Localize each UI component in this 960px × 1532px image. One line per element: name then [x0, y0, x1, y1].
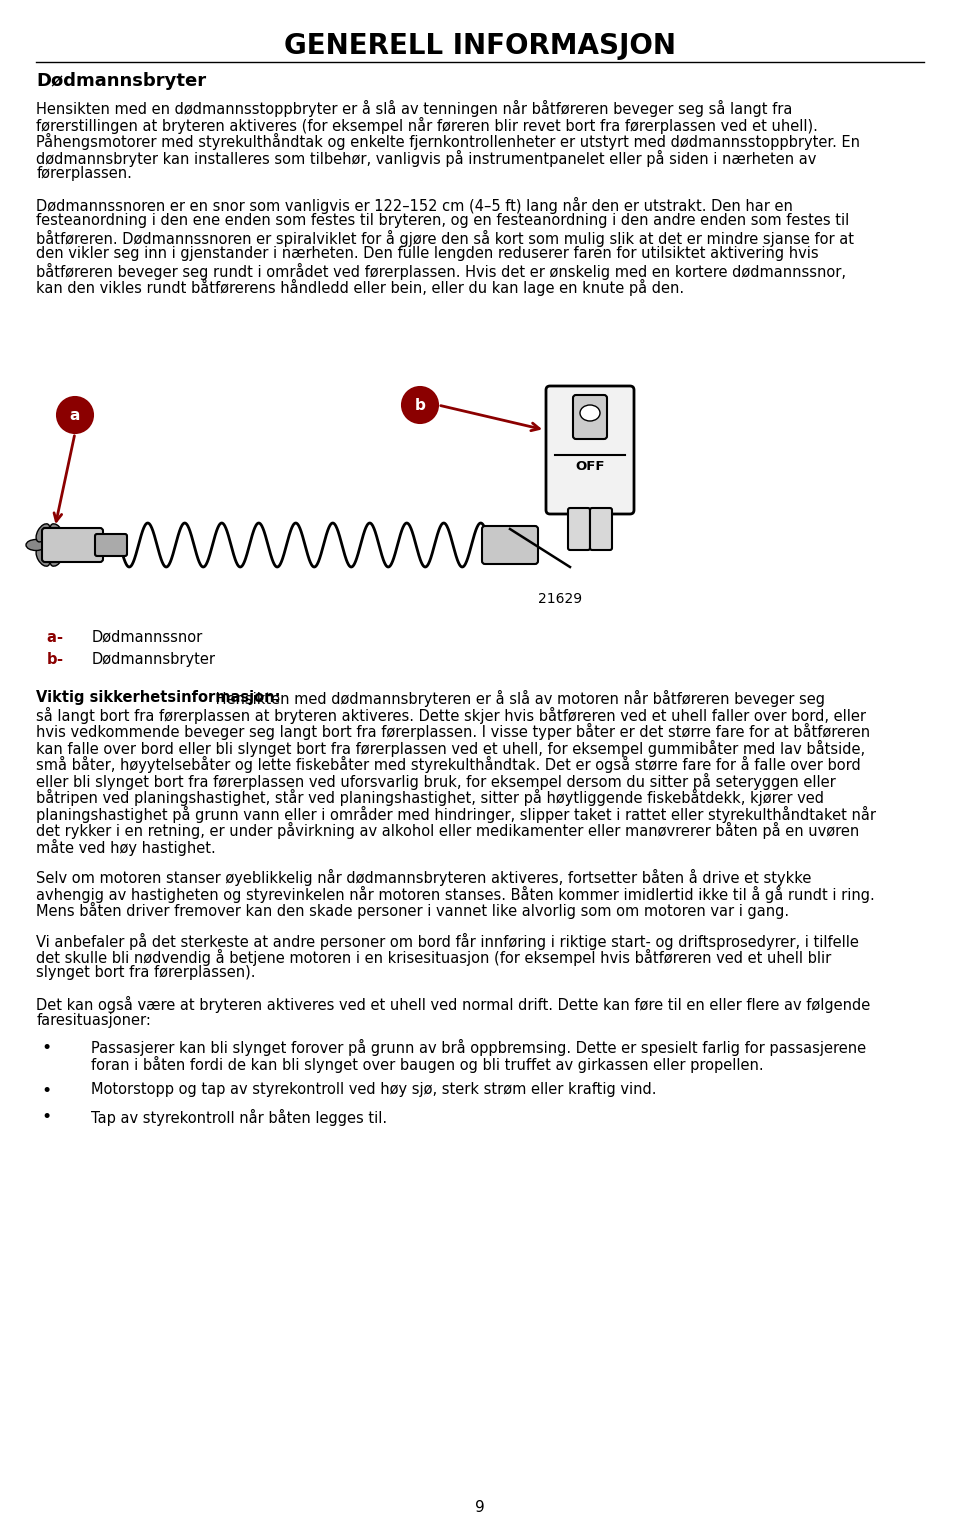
Text: dødmannsbryter kan installeres som tilbehør, vanligvis på instrumentpanelet elle: dødmannsbryter kan installeres som tilbe… — [36, 150, 817, 167]
Text: det rykker i en retning, er under påvirkning av alkohol eller medikamenter eller: det rykker i en retning, er under påvirk… — [36, 823, 860, 840]
FancyBboxPatch shape — [573, 395, 607, 440]
Text: a: a — [46, 630, 57, 645]
Text: Motorstopp og tap av styrekontroll ved høy sjø, sterk strøm eller kraftig vind.: Motorstopp og tap av styrekontroll ved h… — [91, 1082, 657, 1097]
Text: små båter, høyytelsebåter og lette fiskebåter med styrekulthåndtak. Det er også : små båter, høyytelsebåter og lette fiske… — [36, 755, 861, 774]
Text: b: b — [46, 653, 57, 666]
Text: planingshastighet på grunn vann eller i områder med hindringer, slipper taket i : planingshastighet på grunn vann eller i … — [36, 806, 876, 823]
Text: hvis vedkommende beveger seg langt bort fra førerplassen. I visse typer båter er: hvis vedkommende beveger seg langt bort … — [36, 723, 871, 740]
Text: RUN: RUN — [574, 421, 606, 435]
Text: den vikler seg inn i gjenstander i nærheten. Den fulle lengden reduserer faren f: den vikler seg inn i gjenstander i nærhe… — [36, 247, 819, 260]
Ellipse shape — [580, 404, 600, 421]
Text: førerplassen.: førerplassen. — [36, 165, 132, 181]
Text: Hensikten med dødmannsbryteren er å slå av motoren når båtføreren beveger seg: Hensikten med dødmannsbryteren er å slå … — [210, 689, 825, 706]
Text: Påhengsmotorer med styrekulthåndtak og enkelte fjernkontrollenheter er utstyrt m: Påhengsmotorer med styrekulthåndtak og e… — [36, 133, 860, 150]
Text: Dødmannsbryter: Dødmannsbryter — [91, 653, 215, 666]
Text: kan falle over bord eller bli slynget bort fra førerplassen ved et uhell, for ek: kan falle over bord eller bli slynget bo… — [36, 740, 866, 757]
Ellipse shape — [54, 539, 74, 550]
Circle shape — [402, 388, 438, 423]
Text: avhengig av hastigheten og styrevinkelen når motoren stanses. Båten kommer imidl: avhengig av hastigheten og styrevinkelen… — [36, 885, 876, 902]
Circle shape — [57, 397, 93, 434]
Ellipse shape — [50, 548, 64, 567]
Text: Vi anbefaler på det sterkeste at andre personer om bord får innføring i riktige : Vi anbefaler på det sterkeste at andre p… — [36, 933, 859, 950]
Text: 9: 9 — [475, 1500, 485, 1515]
Text: Passasjerer kan bli slynget forover på grunn av brå oppbremsing. Dette er spesie: Passasjerer kan bli slynget forover på g… — [91, 1039, 867, 1056]
FancyBboxPatch shape — [482, 525, 538, 564]
Text: båtripen ved planingshastighet, står ved planingshastighet, sitter på høytliggen: båtripen ved planingshastighet, står ved… — [36, 789, 825, 806]
FancyBboxPatch shape — [568, 509, 590, 550]
Ellipse shape — [36, 524, 50, 542]
Text: festeanordning i den ene enden som festes til bryteren, og en festeanordning i d: festeanordning i den ene enden som feste… — [36, 213, 850, 228]
Text: foran i båten fordi de kan bli slynget over baugen og bli truffet av girkassen e: foran i båten fordi de kan bli slynget o… — [91, 1056, 764, 1072]
Text: a: a — [70, 408, 81, 423]
Text: kan den vikles rundt båtførerens håndledd eller bein, eller du kan lage en knute: kan den vikles rundt båtførerens håndled… — [36, 279, 684, 296]
Text: Hensikten med en dødmannsstoppbryter er å slå av tenningen når båtføreren bevege: Hensikten med en dødmannsstoppbryter er … — [36, 100, 793, 116]
Text: 21629: 21629 — [538, 591, 582, 607]
FancyBboxPatch shape — [95, 535, 127, 556]
Text: •: • — [41, 1109, 52, 1126]
Text: så langt bort fra førerplassen at bryteren aktiveres. Dette skjer hvis båtførere: så langt bort fra førerplassen at bryter… — [36, 706, 867, 723]
Text: eller bli slynget bort fra førerplassen ved uforsvarlig bruk, for eksempel derso: eller bli slynget bort fra førerplassen … — [36, 772, 836, 789]
Text: •: • — [41, 1082, 52, 1100]
Text: båtføreren beveger seg rundt i området ved førerplassen. Hvis det er ønskelig me: båtføreren beveger seg rundt i området v… — [36, 262, 847, 279]
FancyBboxPatch shape — [590, 509, 612, 550]
Text: GENERELL INFORMASJON: GENERELL INFORMASJON — [284, 32, 676, 60]
Text: Selv om motoren stanser øyeblikkelig når dødmannsbryteren aktiveres, fortsetter : Selv om motoren stanser øyeblikkelig når… — [36, 869, 812, 885]
Text: -: - — [57, 630, 62, 645]
Text: Viktig sikkerhetsinformasjon:: Viktig sikkerhetsinformasjon: — [36, 689, 281, 705]
Text: Det kan også være at bryteren aktiveres ved et uhell ved normal drift. Dette kan: Det kan også være at bryteren aktiveres … — [36, 996, 871, 1013]
Text: Mens båten driver fremover kan den skade personer i vannet like alvorlig som om : Mens båten driver fremover kan den skade… — [36, 902, 790, 919]
Text: Dødmannsbryter: Dødmannsbryter — [36, 72, 206, 90]
Text: •: • — [41, 1039, 52, 1057]
Text: b: b — [415, 397, 425, 412]
Ellipse shape — [26, 539, 46, 550]
Text: -: - — [57, 653, 62, 666]
Text: slynget bort fra førerplassen).: slynget bort fra førerplassen). — [36, 965, 256, 980]
Text: måte ved høy hastighet.: måte ved høy hastighet. — [36, 838, 216, 855]
Text: Dødmannssnoren er en snor som vanligvis er 122–152 cm (4–5 ft) lang når den er u: Dødmannssnoren er en snor som vanligvis … — [36, 196, 793, 213]
FancyBboxPatch shape — [42, 529, 103, 562]
Ellipse shape — [50, 524, 64, 542]
Text: Tap av styrekontroll når båten legges til.: Tap av styrekontroll når båten legges ti… — [91, 1109, 388, 1126]
Text: det skulle bli nødvendig å betjene motoren i en krisesituasjon (for eksempel hvi: det skulle bli nødvendig å betjene motor… — [36, 948, 831, 967]
Text: Dødmannssnor: Dødmannssnor — [91, 630, 203, 645]
FancyBboxPatch shape — [546, 386, 634, 515]
Ellipse shape — [36, 548, 50, 567]
Text: OFF: OFF — [575, 460, 605, 473]
Text: førerstillingen at bryteren aktiveres (for eksempel når føreren blir revet bort : førerstillingen at bryteren aktiveres (f… — [36, 116, 818, 133]
Text: båtføreren. Dødmannssnoren er spiralviklet for å gjøre den så kort som mulig sli: båtføreren. Dødmannssnoren er spiralvikl… — [36, 230, 854, 247]
Text: faresituasjoner:: faresituasjoner: — [36, 1013, 152, 1028]
